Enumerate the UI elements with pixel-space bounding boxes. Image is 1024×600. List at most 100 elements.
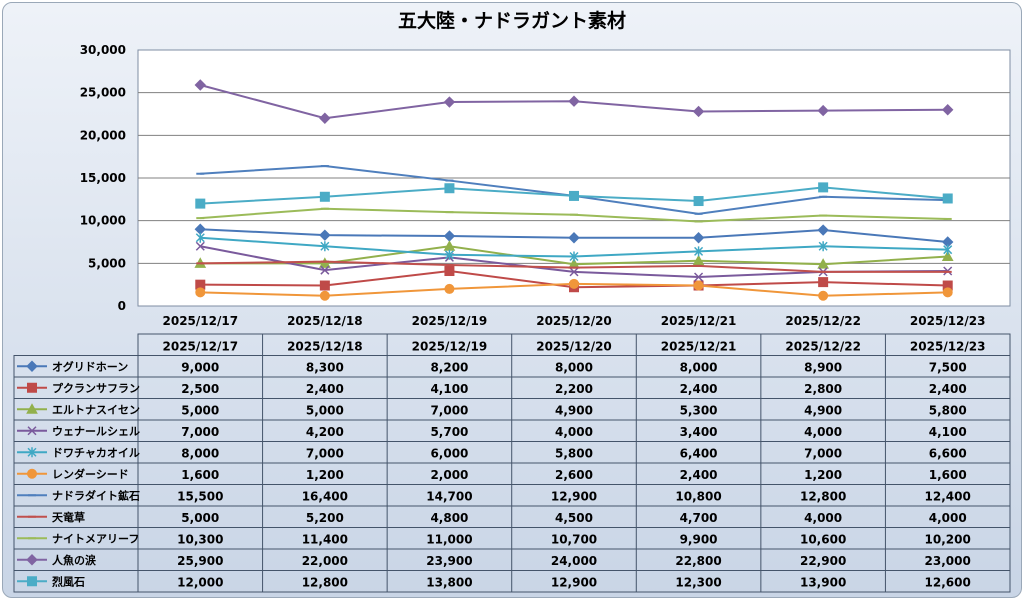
table-cell: 11,400 — [302, 532, 348, 546]
data-point — [319, 280, 330, 291]
table-header-cell: 2025/12/17 — [163, 340, 239, 354]
table-cell: 10,600 — [800, 532, 846, 546]
table-cell: 4,800 — [430, 511, 468, 525]
y-tick-label: 0 — [118, 299, 126, 313]
table-cell: 12,900 — [551, 489, 597, 503]
data-point — [27, 468, 37, 479]
table-cell: 1,600 — [181, 468, 219, 482]
data-point — [818, 290, 829, 301]
data-point — [817, 104, 829, 117]
table-cell: 2,400 — [929, 382, 967, 396]
table-cell: 2,800 — [804, 382, 842, 396]
data-point — [569, 267, 579, 277]
table-cell: 16,400 — [302, 489, 348, 503]
table-cell: 22,800 — [675, 554, 721, 568]
table-cell: 22,900 — [800, 554, 846, 568]
data-point — [692, 232, 705, 244]
table-cell: 1,600 — [929, 468, 967, 482]
data-point — [568, 95, 580, 107]
legend-label: プクランサフラン — [52, 381, 140, 395]
y-tick-label: 10,000 — [80, 214, 126, 228]
chart-title: 五大陸・ナドラガント素材 — [397, 10, 626, 32]
table-cell: 4,900 — [804, 403, 842, 417]
data-point — [27, 576, 37, 587]
table-cell: 7,000 — [430, 403, 468, 417]
legend-label: ウェナールシェル — [52, 425, 140, 438]
data-point — [26, 554, 38, 566]
table-cell: 1,200 — [306, 468, 344, 482]
table-cell: 4,000 — [804, 511, 842, 525]
table-cell: 12,800 — [302, 575, 348, 589]
table-cell: 4,000 — [929, 511, 967, 525]
data-point — [444, 183, 455, 194]
data-point — [319, 229, 331, 241]
legend-label: ドワチャカオイル — [52, 446, 140, 459]
data-point — [319, 257, 331, 268]
x-tick-label: 2025/12/17 — [163, 314, 239, 328]
table-cell: 10,300 — [177, 532, 223, 546]
table-cell: 2,400 — [306, 382, 344, 396]
data-point — [694, 272, 704, 282]
table-cell: 6,600 — [929, 446, 967, 460]
table-cell: 5,700 — [430, 425, 468, 439]
data-point — [817, 258, 829, 269]
data-point — [569, 190, 579, 201]
data-point — [942, 287, 953, 298]
y-tick-label: 30,000 — [80, 43, 126, 57]
table-cell: 4,000 — [804, 425, 842, 439]
data-point — [818, 241, 828, 252]
data-point — [693, 196, 704, 207]
table-cell: 5,000 — [181, 511, 219, 525]
table-header-cell: 2025/12/20 — [536, 340, 612, 354]
table-cell: 8,300 — [306, 360, 344, 374]
data-point — [27, 447, 37, 458]
x-tick-label: 2025/12/22 — [785, 314, 861, 328]
table-cell: 23,000 — [925, 554, 971, 568]
table-cell: 4,500 — [555, 511, 593, 525]
table-cell: 7,000 — [804, 446, 842, 460]
table-cell: 12,800 — [800, 489, 846, 503]
table-cell: 12,600 — [925, 575, 971, 589]
legend-label: ナドラダイト鉱石 — [52, 488, 140, 502]
table-cell: 12,000 — [177, 575, 223, 589]
table-cell: 12,900 — [551, 575, 597, 589]
table-cell: 3,400 — [680, 425, 718, 439]
table-cell: 7,000 — [306, 446, 344, 460]
data-point — [692, 254, 705, 266]
data-point — [443, 96, 456, 108]
table-cell: 2,400 — [680, 468, 718, 482]
table-cell: 12,300 — [675, 575, 721, 589]
table-cell: 2,600 — [555, 468, 593, 482]
data-point — [941, 250, 954, 262]
table-cell: 4,000 — [555, 425, 593, 439]
data-point — [569, 251, 579, 262]
data-point — [27, 426, 37, 436]
data-point — [444, 266, 455, 277]
data-point — [319, 112, 331, 124]
data-point — [444, 249, 454, 260]
table-cell: 12,400 — [925, 489, 971, 503]
table-cell: 2,000 — [430, 468, 468, 482]
legend-label: 烈風石 — [52, 574, 85, 588]
x-tick-label: 2025/12/21 — [661, 314, 737, 328]
data-point — [693, 280, 704, 291]
table-cell: 10,700 — [551, 532, 597, 546]
data-point — [26, 403, 38, 414]
data-point — [195, 232, 205, 243]
table-cell: 2,400 — [680, 382, 718, 396]
y-tick-label: 20,000 — [80, 128, 126, 142]
data-point — [320, 265, 330, 275]
legend-label: 天竜草 — [52, 510, 85, 524]
table-header-cell: 2025/12/23 — [910, 340, 986, 354]
table-cell: 5,200 — [306, 511, 344, 525]
data-point — [817, 224, 829, 236]
x-tick-label: 2025/12/20 — [536, 314, 612, 328]
table-cell: 5,000 — [181, 403, 219, 417]
table-cell: 7,500 — [929, 360, 967, 374]
table-header-cell: 2025/12/18 — [287, 340, 363, 354]
table-cell: 7,000 — [181, 425, 219, 439]
data-point — [818, 277, 829, 288]
table-cell: 5,800 — [929, 403, 967, 417]
table-cell: 5,800 — [555, 446, 593, 460]
